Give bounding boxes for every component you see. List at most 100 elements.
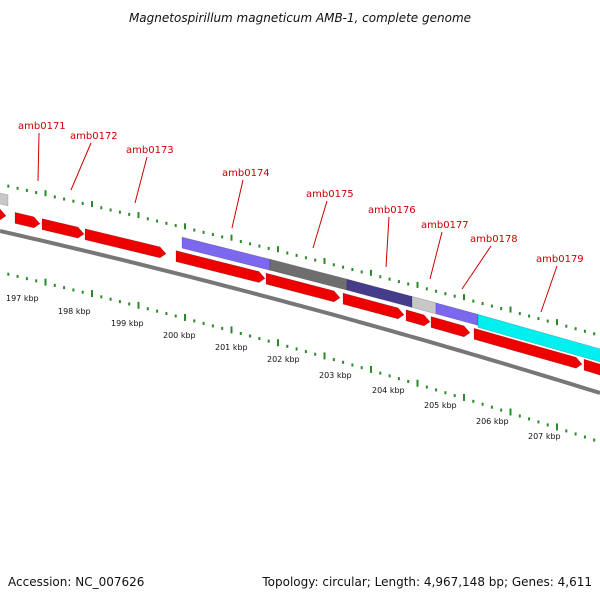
gene-label-amb0179: amb0179: [536, 254, 584, 265]
ruler-tick: [370, 365, 372, 373]
tick-mark: [388, 277, 391, 281]
ruler-tick: [100, 295, 103, 299]
ruler-tick: [249, 334, 252, 338]
tick-mark: [360, 270, 363, 274]
ruler-tick: [407, 379, 410, 383]
red-feature-arrow: [14, 212, 41, 229]
tick-mark: [518, 312, 521, 316]
genome-summary-text: Topology: circular; Length: 4,967,148 bp…: [261, 575, 592, 589]
ruler-tick: [118, 300, 121, 304]
tick-mark: [277, 246, 279, 253]
ruler-tick: [258, 337, 261, 341]
ruler-tick: [360, 366, 363, 370]
kbp-ruler: 197 kbp 198 kbp 199 kbp 200 kbp 201 kbp 202 k…: [6, 272, 596, 442]
kbp-label: 200 kbp: [163, 331, 196, 340]
tick-mark: [258, 244, 261, 248]
gene-label-amb0174: amb0174: [222, 168, 270, 179]
ruler-tick: [165, 312, 168, 316]
tick-mark: [184, 223, 186, 230]
tick-mark: [332, 263, 335, 267]
tick-mark: [7, 184, 10, 188]
tick-mark: [249, 242, 252, 246]
tick-mark: [44, 190, 47, 197]
gene-leader-line: [540, 265, 558, 313]
ruler-tick: [25, 277, 28, 281]
gene-leader-line: [429, 231, 443, 280]
tick-mark: [481, 302, 484, 306]
tick-mark: [425, 287, 428, 291]
tick-mark: [490, 304, 493, 308]
ruler-tick: [453, 394, 456, 398]
tick-mark: [202, 230, 205, 234]
tick-mark: [230, 234, 233, 241]
ruler-tick: [528, 417, 531, 421]
ruler-tick: [444, 391, 447, 395]
ruler-tick: [537, 420, 540, 424]
ruler-tick: [221, 326, 224, 330]
tick-mark: [109, 208, 112, 212]
backbone-line: [0, 229, 600, 395]
tick-mark: [72, 199, 75, 203]
tick-mark: [323, 257, 326, 264]
ruler-tick: [593, 438, 596, 442]
tick-mark: [453, 294, 456, 298]
tick-mark: [546, 319, 549, 323]
tick-mark: [463, 294, 465, 301]
ruler-tick: [81, 290, 84, 294]
red-feature-arrow: [175, 250, 266, 283]
accession-text: Accession: NC_007626: [8, 575, 144, 589]
ruler-tick: [277, 339, 279, 347]
tick-mark: [397, 280, 400, 284]
tick-mark: [128, 212, 131, 216]
ruler-tick: [174, 314, 177, 318]
ruler-tick: [509, 408, 512, 416]
gene-leader-line: [312, 200, 328, 249]
ruler-tick: [500, 408, 503, 412]
ruler-tick: [16, 274, 19, 278]
ruler-tick: [44, 278, 47, 286]
tick-mark: [500, 307, 503, 311]
gene-label-amb0178: amb0178: [470, 234, 518, 245]
tick-mark: [574, 327, 577, 331]
ruler-tick: [109, 297, 112, 301]
tick-mark: [174, 224, 177, 228]
kbp-label: 205 kbp: [424, 401, 457, 410]
tick-mark: [146, 217, 149, 221]
ruler-tick: [211, 324, 214, 328]
red-feature-arrow: [473, 327, 583, 369]
gene-band-gray: [0, 192, 9, 207]
gene-labels: amb0171 amb0172 amb0173 amb0174 amb0175 amb01…: [18, 121, 584, 313]
kbp-label: 204 kbp: [372, 386, 405, 395]
genome-title: Magnetospirillum magneticum AMB-1, compl…: [129, 11, 471, 25]
tick-mark: [91, 201, 93, 208]
red-feature-arrow: [583, 358, 600, 376]
ruler-tick: [7, 272, 10, 276]
tick-mark: [314, 258, 317, 262]
tick-mark: [435, 289, 438, 293]
ruler-tick: [91, 290, 93, 298]
tick-mark: [583, 329, 586, 333]
ruler-tick: [388, 374, 391, 378]
kbp-label: 207 kbp: [528, 432, 561, 441]
tick-mark: [63, 197, 66, 201]
ruler-tick: [286, 344, 289, 348]
ruler-tick: [379, 371, 382, 375]
ruler-tick: [546, 423, 549, 427]
red-feature-arrow: [405, 309, 431, 327]
ruler-tick: [397, 377, 400, 381]
ruler-tick: [63, 286, 66, 290]
gene-label-amb0172: amb0172: [70, 131, 118, 142]
kbp-label: 206 kbp: [476, 417, 509, 426]
tick-mark: [16, 186, 19, 190]
ruler-tick: [202, 321, 205, 325]
gene-leader-line: [385, 216, 390, 268]
tick-mark: [25, 188, 28, 192]
tick-mark: [156, 219, 159, 223]
tick-mark: [444, 292, 447, 296]
ruler-tick: [72, 288, 75, 292]
tick-mark: [295, 253, 298, 257]
tick-mark: [342, 265, 345, 269]
tick-mark: [286, 251, 289, 255]
ruler-tick: [193, 319, 196, 323]
